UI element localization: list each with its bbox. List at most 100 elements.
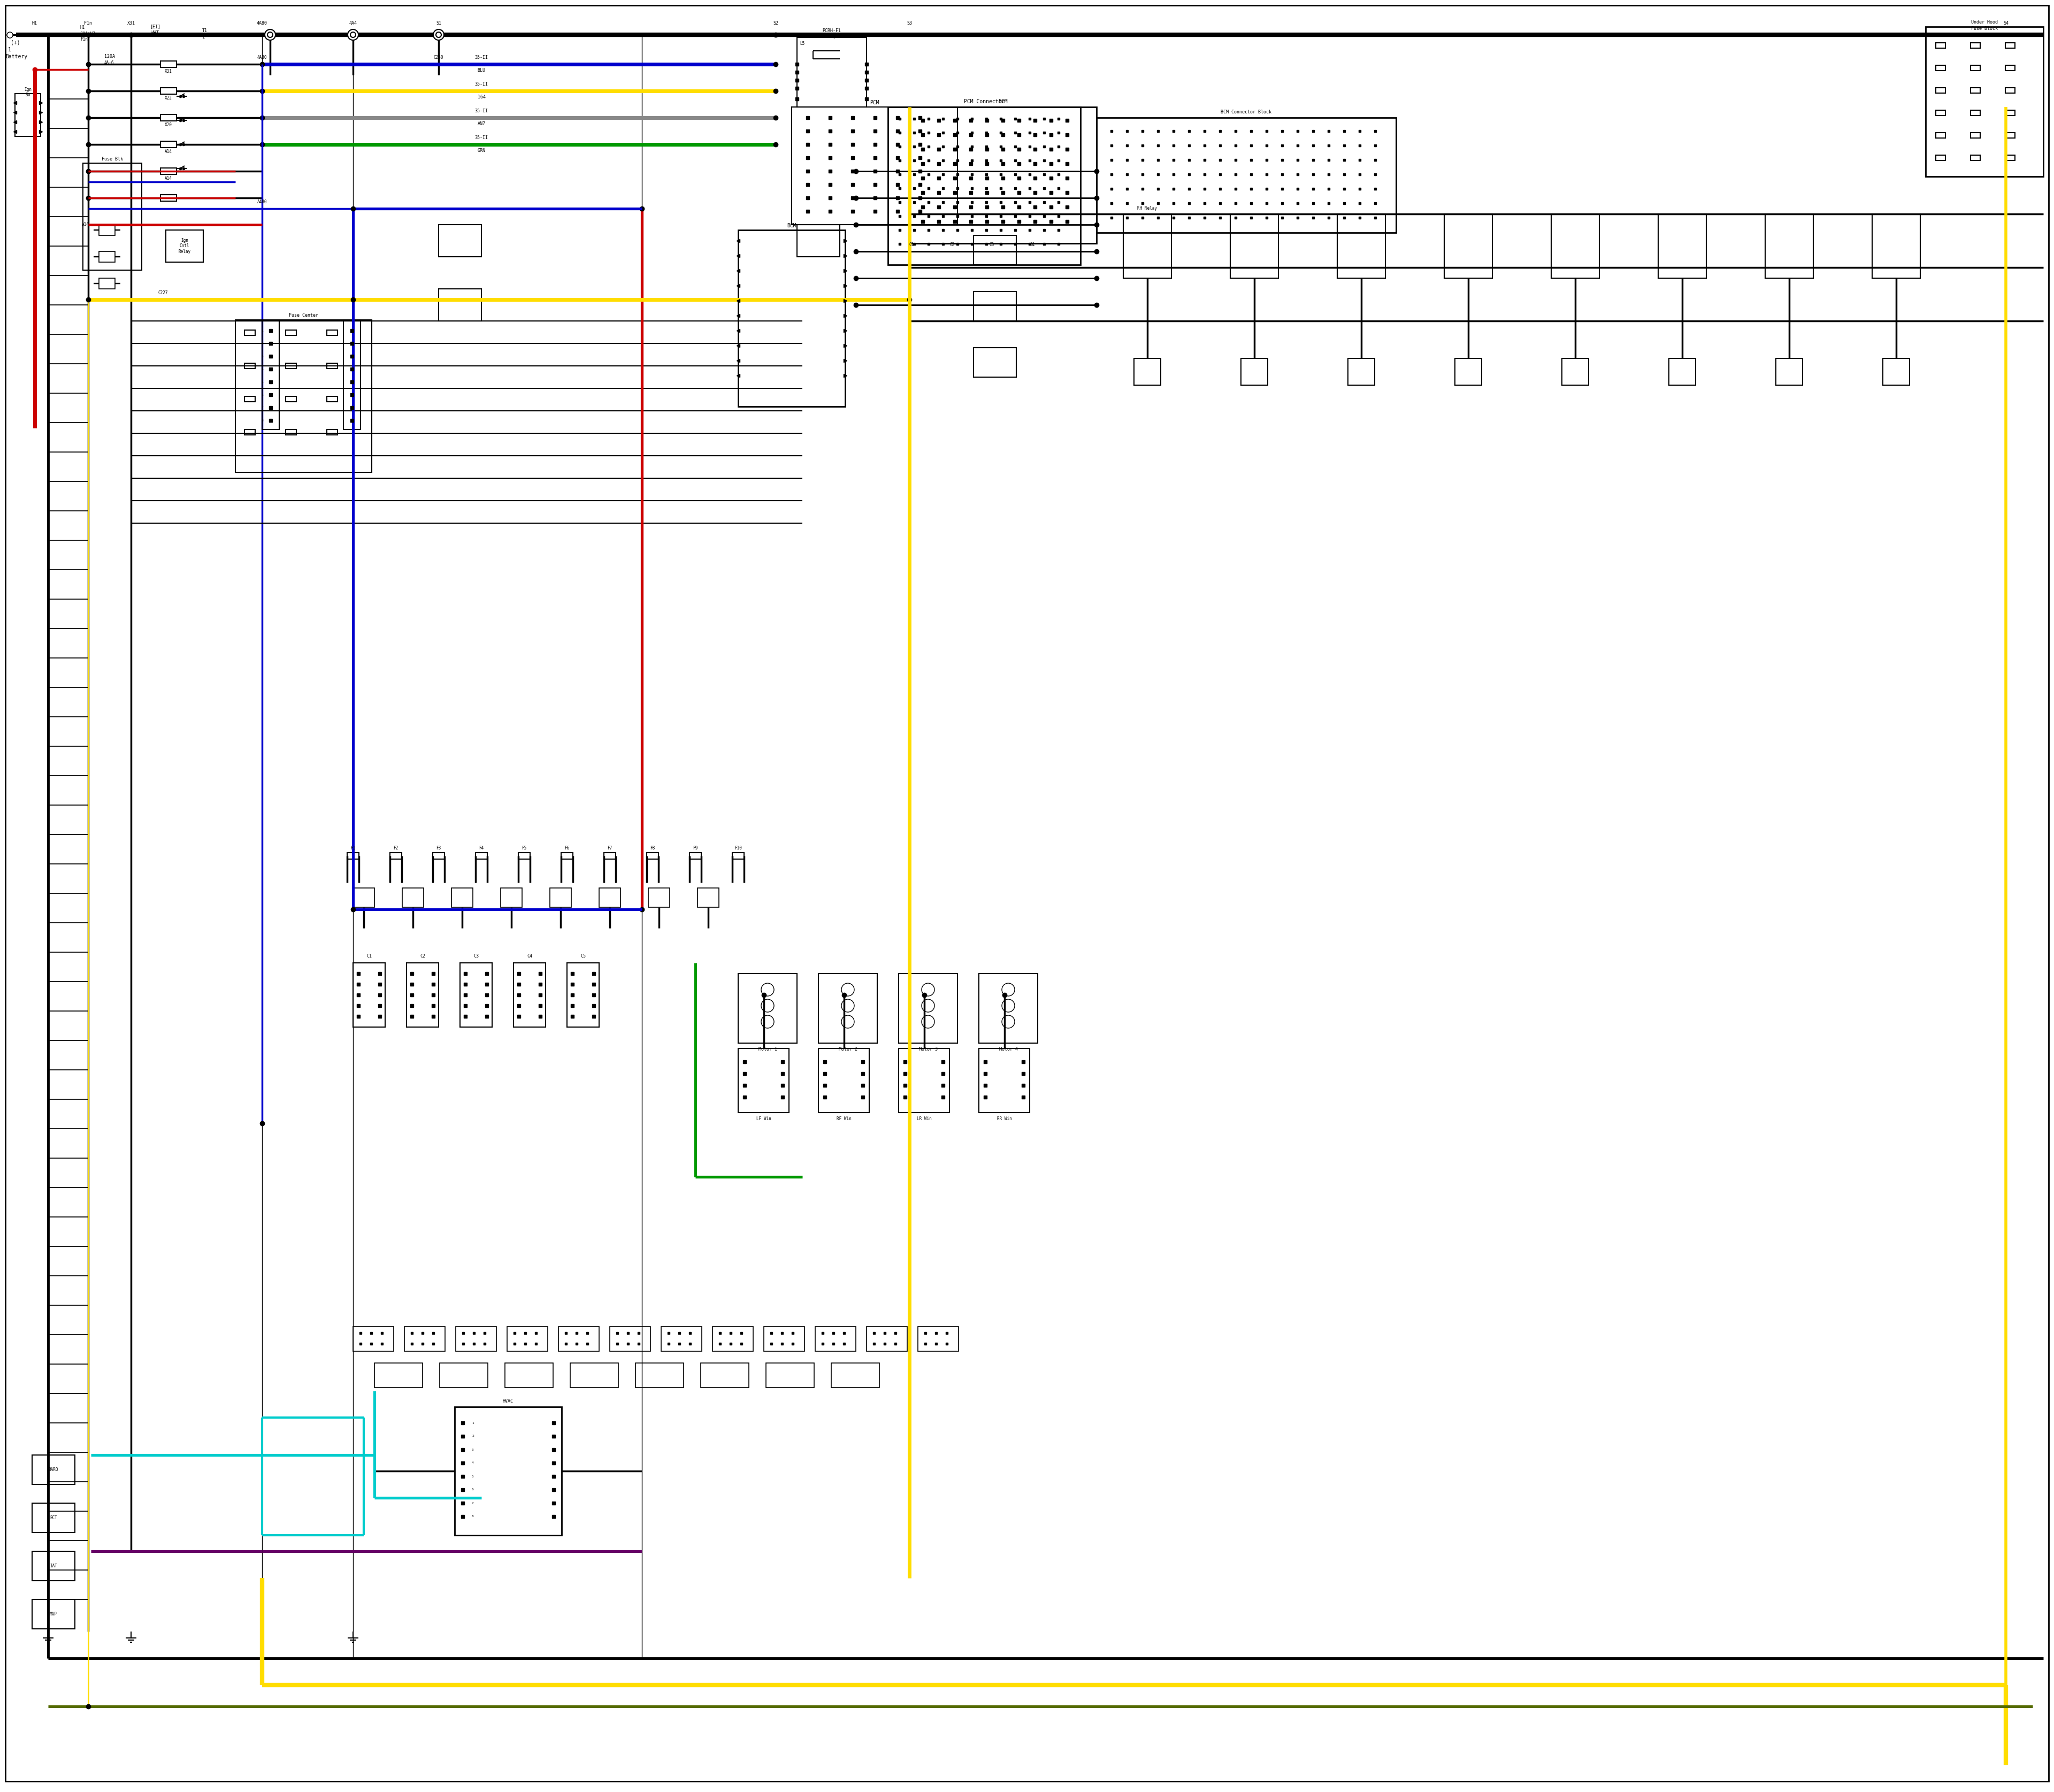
Bar: [559, 1326, 600, 1351]
Bar: [635, 1364, 684, 1387]
Text: H1: H1: [80, 25, 84, 30]
Bar: [374, 1364, 423, 1387]
Bar: [160, 168, 177, 174]
Text: H1: H1: [33, 22, 37, 25]
Bar: [33, 1455, 74, 1484]
Bar: [1935, 43, 1945, 48]
Bar: [99, 278, 115, 289]
Circle shape: [347, 29, 357, 39]
Bar: [1337, 213, 1384, 278]
Bar: [737, 1048, 789, 1113]
Bar: [571, 1364, 618, 1387]
Bar: [433, 853, 444, 858]
Bar: [327, 330, 337, 335]
Bar: [244, 330, 255, 335]
Text: F5: F5: [522, 846, 526, 849]
Text: Motor 4: Motor 4: [998, 1047, 1017, 1052]
Bar: [980, 973, 1037, 1043]
Text: PCM Connector: PCM Connector: [963, 99, 1004, 104]
Bar: [327, 364, 337, 369]
Text: C2: C2: [949, 242, 955, 247]
Text: F10: F10: [735, 846, 741, 849]
Text: F2: F2: [394, 846, 398, 849]
Bar: [343, 321, 362, 430]
Bar: [1935, 156, 1945, 161]
Text: BCM: BCM: [787, 222, 797, 228]
Text: C3: C3: [990, 242, 994, 247]
Bar: [454, 1407, 561, 1536]
Text: X22: X22: [164, 97, 173, 100]
Text: Sw: Sw: [25, 93, 31, 97]
Text: X31: X31: [127, 22, 136, 25]
Bar: [244, 430, 255, 435]
Bar: [244, 396, 255, 401]
Bar: [918, 1326, 959, 1351]
Bar: [649, 889, 670, 907]
Bar: [327, 396, 337, 401]
Bar: [815, 1326, 857, 1351]
Text: F8: F8: [651, 846, 655, 849]
Text: 4A4: 4A4: [349, 22, 357, 25]
Bar: [514, 962, 546, 1027]
Bar: [347, 853, 359, 858]
Bar: [353, 1326, 394, 1351]
Bar: [33, 1552, 74, 1581]
Bar: [550, 889, 571, 907]
Text: PCRH-Fl: PCRH-Fl: [822, 29, 842, 34]
Text: S1: S1: [435, 22, 442, 25]
Bar: [817, 1048, 869, 1113]
Bar: [1970, 65, 1980, 70]
Bar: [900, 973, 957, 1043]
Text: 4A80: 4A80: [257, 56, 267, 59]
Circle shape: [265, 29, 275, 39]
Bar: [647, 853, 659, 858]
Text: Relay 1: Relay 1: [822, 34, 842, 39]
Bar: [501, 889, 522, 907]
Bar: [974, 292, 1017, 321]
Text: C4: C4: [528, 953, 532, 959]
Bar: [900, 1048, 949, 1113]
Bar: [887, 108, 1080, 265]
Bar: [440, 224, 481, 256]
Bar: [456, 1326, 497, 1351]
Bar: [661, 1326, 702, 1351]
Text: WHT: WHT: [152, 30, 158, 36]
Text: C250: C250: [433, 56, 444, 59]
Bar: [1970, 88, 1980, 93]
Text: C1: C1: [366, 953, 372, 959]
Text: ECT: ECT: [49, 1516, 58, 1520]
Text: F7: F7: [608, 846, 612, 849]
Bar: [263, 321, 279, 430]
Bar: [600, 889, 620, 907]
Bar: [698, 889, 719, 907]
Bar: [33, 1600, 74, 1629]
Bar: [737, 973, 797, 1043]
Bar: [2005, 156, 2015, 161]
Bar: [390, 853, 403, 858]
Bar: [2005, 65, 2015, 70]
Bar: [797, 38, 867, 108]
Text: S3: S3: [906, 22, 912, 25]
Text: X31: X31: [164, 70, 173, 73]
Bar: [797, 224, 840, 256]
Bar: [160, 88, 177, 95]
Bar: [567, 962, 600, 1027]
Text: 10A-H7: 10A-H7: [80, 30, 94, 36]
Text: BLU: BLU: [477, 68, 485, 72]
Bar: [286, 430, 296, 435]
Bar: [974, 348, 1017, 376]
Bar: [14, 93, 41, 136]
Bar: [1347, 358, 1374, 385]
Bar: [832, 1364, 879, 1387]
Text: 35-II: 35-II: [474, 109, 489, 113]
Bar: [2005, 109, 2015, 115]
Text: GRN: GRN: [477, 149, 485, 152]
Text: Fuse Block: Fuse Block: [1972, 25, 1999, 30]
Bar: [1097, 118, 1397, 233]
Text: BCM: BCM: [998, 99, 1009, 104]
Bar: [160, 61, 177, 68]
Bar: [737, 229, 844, 407]
Bar: [452, 889, 472, 907]
Bar: [244, 364, 255, 369]
Text: A14: A14: [82, 222, 88, 228]
